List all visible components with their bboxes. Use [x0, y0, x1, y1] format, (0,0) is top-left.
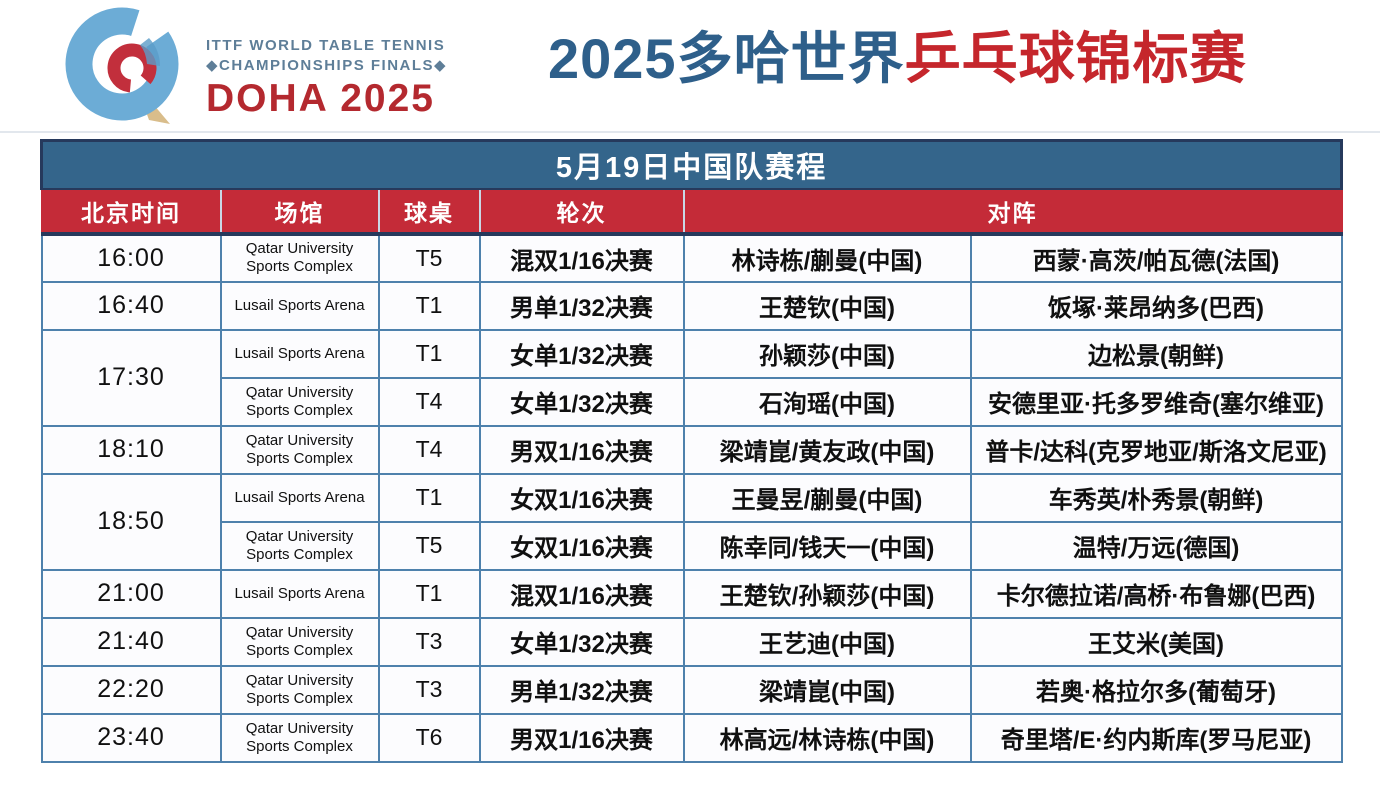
cell-china-player: 王楚钦/孙颖莎(中国) — [682, 568, 972, 619]
page-title: 2025多哈世界乒乓球锦标赛 — [548, 14, 1247, 95]
table-row: 16:40 Lusail Sports Arena T1 男单1/32决赛 王楚钦(中国… — [40, 280, 1343, 331]
col-header-round: 轮次 — [478, 188, 685, 236]
cell-table-no: T1 — [377, 472, 481, 523]
table-row: Qatar University Sports Complex T5 女双1/16决… — [42, 520, 1343, 571]
cell-round: 女单1/32决赛 — [478, 616, 685, 667]
cell-round: 男双1/16决赛 — [478, 712, 685, 763]
cell-table-no: T4 — [377, 376, 481, 427]
cell-china-player: 陈幸同/钱天一(中国) — [682, 520, 972, 571]
cell-venue: Lusail Sports Arena — [219, 472, 380, 523]
cell-opponent: 普卡/达科(克罗地亚/斯洛文尼亚) — [969, 424, 1343, 475]
logo-text-block: ITTF WORLD TABLE TENNIS ◆CHAMPIONSHIPS F… — [206, 36, 447, 122]
cell-opponent: 安德里亚·托多罗维奇(塞尔维亚) — [969, 376, 1343, 427]
page-header: ITTF WORLD TABLE TENNIS ◆CHAMPIONSHIPS F… — [0, 0, 1380, 133]
cell-table-no: T1 — [377, 568, 481, 619]
cell-round: 女双1/16决赛 — [478, 472, 685, 523]
cell-time: 22:20 — [40, 664, 222, 715]
cell-china-player: 王艺迪(中国) — [682, 616, 972, 667]
cell-round: 女双1/16决赛 — [478, 520, 685, 571]
cell-venue: Qatar University Sports Complex — [219, 232, 380, 283]
cell-time: 18:10 — [40, 424, 222, 475]
cell-table-no: T3 — [377, 616, 481, 667]
page-title-red-part: 乒乓球锦标赛 — [904, 27, 1247, 90]
cell-round: 男单1/32决赛 — [478, 280, 685, 331]
cell-round: 男单1/32决赛 — [478, 664, 685, 715]
cell-china-player: 梁靖崑(中国) — [682, 664, 972, 715]
table-row: 16:00 Qatar University Sports Complex T5 混双… — [40, 232, 1343, 283]
table-row: 17:30 Lusail Sports Arena T1 女单1/32决赛 孙颖莎(中国… — [40, 328, 1343, 427]
table-banner-title: 5月19日中国队赛程 — [39, 139, 1344, 190]
col-header-beijing-time: 北京时间 — [40, 188, 222, 236]
doha-2025-swirl-logo-icon — [65, 7, 179, 124]
table-row: 21:00 Lusail Sports Arena T1 混双1/16决赛 王楚钦/孙颖… — [40, 568, 1343, 619]
cell-china-player: 王曼昱/蒯曼(中国) — [682, 472, 972, 523]
col-header-venue: 场馆 — [219, 188, 380, 236]
cell-venue: Qatar University Sports Complex — [219, 664, 380, 715]
logo-blue-ribbon — [65, 7, 179, 121]
logo-text-line1: ITTF WORLD TABLE TENNIS — [206, 37, 446, 54]
cell-china-player: 林诗栋/蒯曼(中国) — [682, 232, 972, 283]
cell-china-player: 林高远/林诗栋(中国) — [682, 712, 972, 763]
cell-opponent: 边松景(朝鲜) — [969, 328, 1343, 379]
table-row: 18:50 Lusail Sports Arena T1 女双1/16决赛 王曼昱/蒯曼… — [40, 472, 1343, 571]
table-row: 21:40 Qatar University Sports Complex T3 女单… — [40, 616, 1343, 667]
cell-china-player: 王楚钦(中国) — [682, 280, 972, 331]
cell-round: 男双1/16决赛 — [478, 424, 685, 475]
cell-venue: Qatar University Sports Complex — [219, 712, 380, 763]
table-header-row: 北京时间 场馆 球桌 轮次 对阵 — [40, 188, 1343, 236]
cell-venue: Qatar University Sports Complex — [219, 376, 380, 427]
cell-venue: Lusail Sports Arena — [219, 568, 380, 619]
cell-opponent: 西蒙·高茨/帕瓦德(法国) — [969, 232, 1343, 283]
cell-round: 女单1/32决赛 — [478, 328, 685, 379]
cell-opponent: 车秀英/朴秀景(朝鲜) — [969, 472, 1343, 523]
cell-opponent: 饭塚·莱昂纳多(巴西) — [969, 280, 1343, 331]
cell-time: 21:00 — [40, 568, 222, 619]
cell-table-no: T4 — [377, 424, 481, 475]
cell-table-no: T5 — [377, 520, 481, 571]
cell-table-no: T1 — [377, 280, 481, 331]
event-logo: ITTF WORLD TABLE TENNIS ◆CHAMPIONSHIPS F… — [56, 2, 447, 130]
table-row: 18:10 Qatar University Sports Complex T4 男双… — [40, 424, 1343, 475]
cell-table-no: T5 — [377, 232, 481, 283]
cell-round: 混双1/16决赛 — [478, 568, 685, 619]
cell-table-no: T3 — [377, 664, 481, 715]
cell-round: 混双1/16决赛 — [478, 232, 685, 283]
cell-table-no: T6 — [377, 712, 481, 763]
cell-opponent: 王艾米(美国) — [969, 616, 1343, 667]
logo-ribbon-overlap — [140, 38, 160, 66]
col-header-table: 球桌 — [377, 188, 481, 236]
cell-opponent: 若奥·格拉尔多(葡萄牙) — [969, 664, 1343, 715]
table-banner-row: 5月19日中国队赛程 — [39, 139, 1344, 190]
cell-opponent: 卡尔德拉诺/高桥·布鲁娜(巴西) — [969, 568, 1343, 619]
col-header-matchup: 对阵 — [682, 188, 1343, 236]
cell-venue: Qatar University Sports Complex — [219, 520, 380, 571]
cell-china-player: 孙颖莎(中国) — [682, 328, 972, 379]
logo-red-ring — [107, 43, 157, 93]
cell-time: 17:30 — [40, 328, 222, 427]
cell-opponent: 温特/万远(德国) — [969, 520, 1343, 571]
table-row: Qatar University Sports Complex T4 女单1/32决… — [42, 376, 1343, 427]
logo-doha-2025: DOHA 2025 — [206, 77, 435, 120]
page-title-blue-part: 2025多哈世界 — [548, 27, 905, 90]
table-row: 22:20 Qatar University Sports Complex T3 男单… — [40, 664, 1343, 715]
cell-time: 16:40 — [40, 280, 222, 331]
cell-venue: Lusail Sports Arena — [219, 328, 380, 379]
cell-time: 23:40 — [40, 712, 222, 763]
cell-opponent: 奇里塔/E·约内斯库(罗马尼亚) — [969, 712, 1343, 763]
schedule-table: 5月19日中国队赛程 北京时间 场馆 球桌 轮次 对阵 16:00 Qatar U… — [39, 139, 1344, 763]
logo-text-line2: ◆CHAMPIONSHIPS FINALS◆ — [206, 57, 448, 74]
cell-time: 18:50 — [40, 472, 222, 571]
cell-time: 16:00 — [40, 232, 222, 283]
table-row: 23:40 Qatar University Sports Complex T6 男双… — [40, 712, 1343, 763]
cell-venue: Qatar University Sports Complex — [219, 424, 380, 475]
cell-china-player: 梁靖崑/黄友政(中国) — [682, 424, 972, 475]
cell-table-no: T1 — [377, 328, 481, 379]
cell-china-player: 石洵瑶(中国) — [682, 376, 972, 427]
schedule-body: 16:00 Qatar University Sports Complex T5 混双… — [40, 232, 1343, 763]
cell-venue: Lusail Sports Arena — [219, 280, 380, 331]
cell-time: 21:40 — [40, 616, 222, 667]
cell-round: 女单1/32决赛 — [478, 376, 685, 427]
cell-venue: Qatar University Sports Complex — [219, 616, 380, 667]
